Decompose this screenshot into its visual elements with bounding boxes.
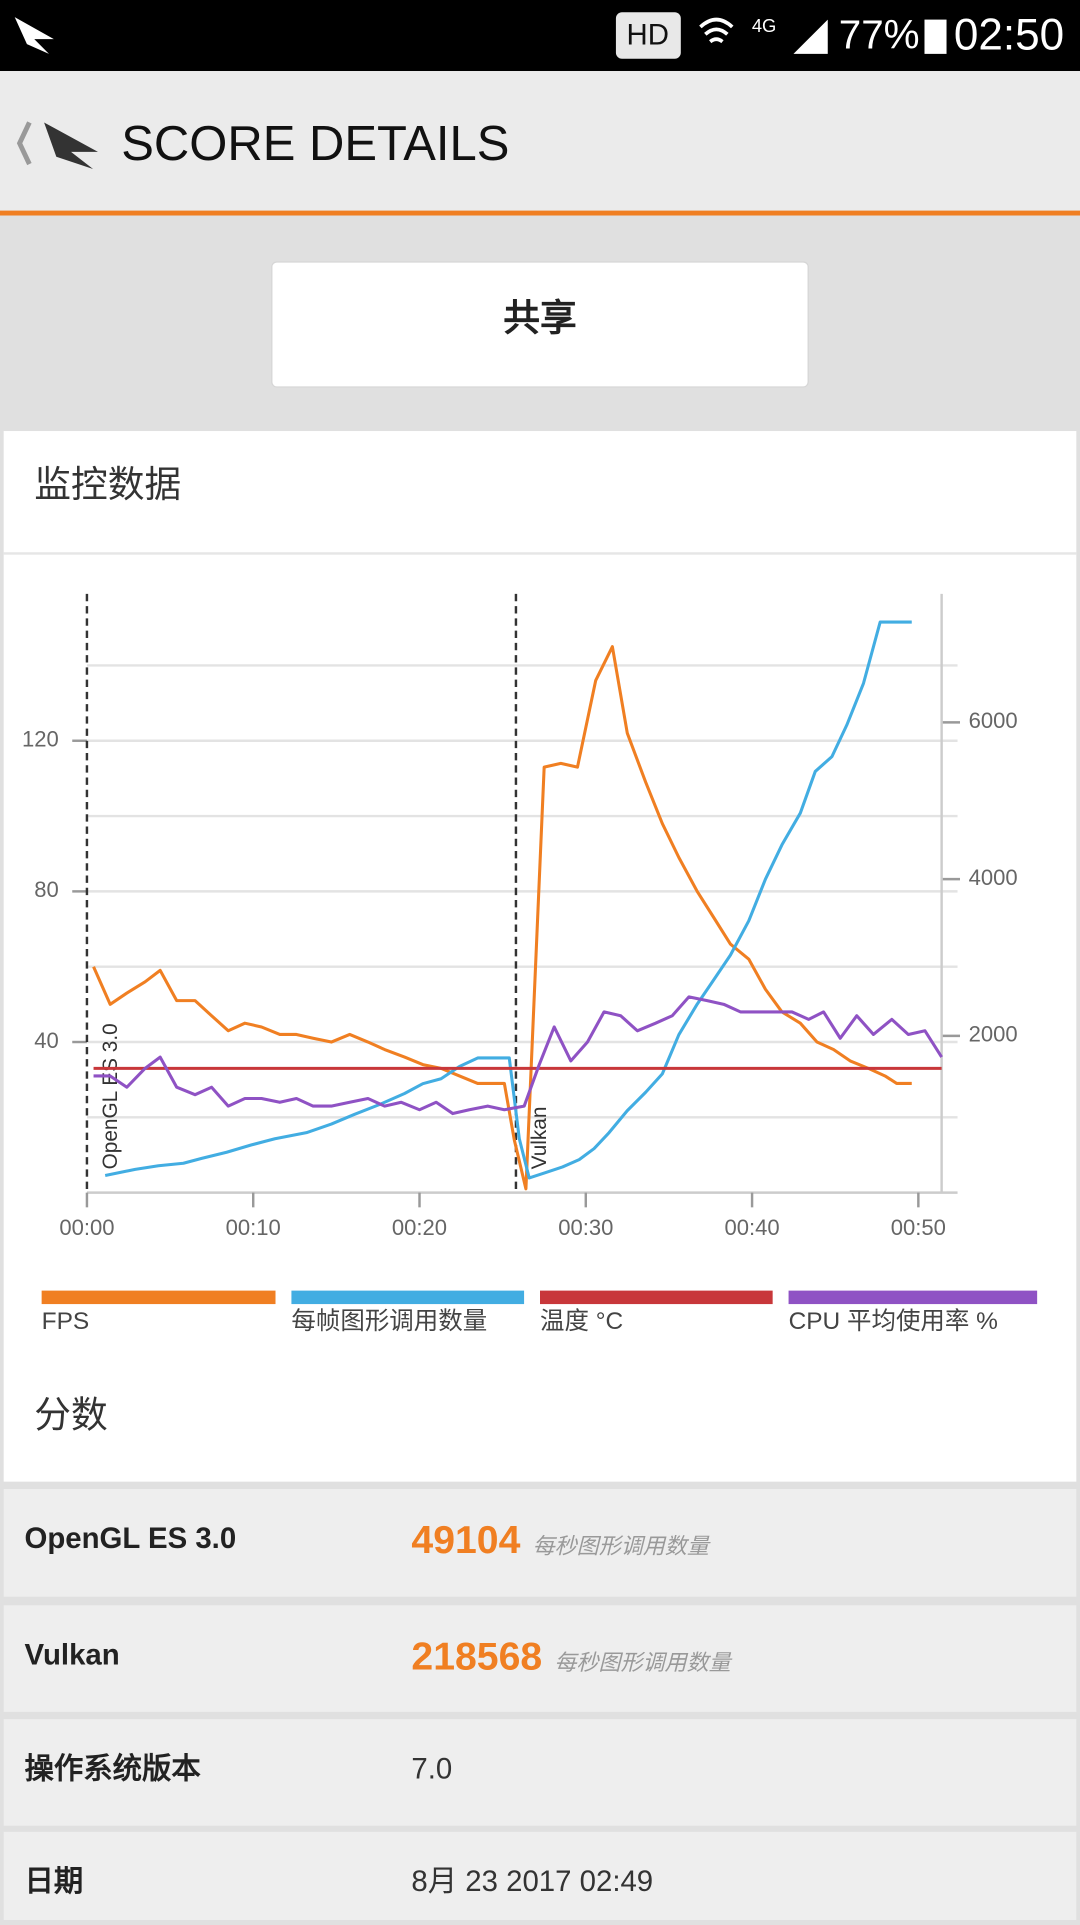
app-logo [44,122,98,169]
y2-tick-label: 2000 [969,1022,1018,1047]
hd-text: HD [627,19,669,52]
header-accent [0,210,1080,216]
row-label: Vulkan [24,1639,119,1672]
legend-label: FPS [42,1308,90,1335]
wifi-icon [699,17,734,44]
legend-swatch [788,1290,1038,1305]
x-tick-label: 00:10 [226,1215,281,1240]
x-tick-label: 00:30 [558,1215,613,1240]
section-title: 分数 [34,1395,107,1436]
row-value: 49104 [411,1519,520,1562]
app-icon [14,17,54,54]
row-value: 218568 [411,1636,542,1679]
section-title: 监控数据 [34,464,181,505]
series-line [92,645,912,1191]
y2-tick-label: 4000 [969,865,1018,890]
row-label: OpenGL ES 3.0 [24,1522,236,1555]
battery-icon [924,19,947,54]
legend-label: 每帧图形调用数量 [291,1307,487,1335]
row-label: 操作系统版本 [24,1751,201,1785]
series-line [93,995,943,1116]
hd-badge [615,12,681,59]
divider [3,552,1077,555]
battery-text: 77% [839,12,920,58]
legend-swatch [291,1290,525,1305]
header [0,71,1080,211]
score-table: OpenGL ES 3.0 49104 每秒图形调用数量 Vulkan 218568 每秒… [3,1488,1077,1920]
row-label: 日期 [24,1865,83,1898]
legend-swatch [540,1290,773,1305]
legend-label: CPU 平均使用率 % [789,1307,998,1335]
x-tick-label: 00:50 [891,1215,946,1240]
page-title: SCORE DETAILS [121,117,509,171]
y-tick-label: 40 [34,1028,59,1053]
x-tick-label: 00:00 [59,1215,114,1240]
x-tick-label: 00:40 [724,1215,779,1240]
network-text: 4G [752,15,777,36]
row-value: 8月 23 2017 02:49 [411,1865,653,1898]
annotation-label: Vulkan [528,1107,551,1170]
annotation-label: OpenGL ES 3.0 [99,1023,122,1169]
legend-swatch [41,1290,276,1305]
legend-label: 温度 °C [540,1307,623,1335]
series-line [104,620,912,1180]
table-row [3,1719,1077,1826]
row-unit: 每秒图形调用数量 [554,1650,732,1675]
y-tick-label: 80 [34,877,59,902]
y2-tick-label: 6000 [969,708,1018,733]
table-row [3,1605,1077,1712]
table-row [3,1831,1077,1920]
clock: 02:50 [954,11,1064,60]
share-button[interactable] [271,261,809,388]
table-row [3,1488,1077,1597]
back-button[interactable] [16,121,32,166]
x-tick-label: 00:20 [392,1215,447,1240]
row-value: 7.0 [411,1752,452,1785]
share-label: 共享 [503,298,576,339]
row-unit: 每秒图形调用数量 [533,1534,711,1559]
chart: 40 80 120 2000 4000 6000 00:00 00:10 00:20 00:30 0… [22,593,1038,1335]
monitor-card [3,431,1077,1482]
y-tick-label: 120 [22,727,59,752]
status-bar [0,0,1080,72]
